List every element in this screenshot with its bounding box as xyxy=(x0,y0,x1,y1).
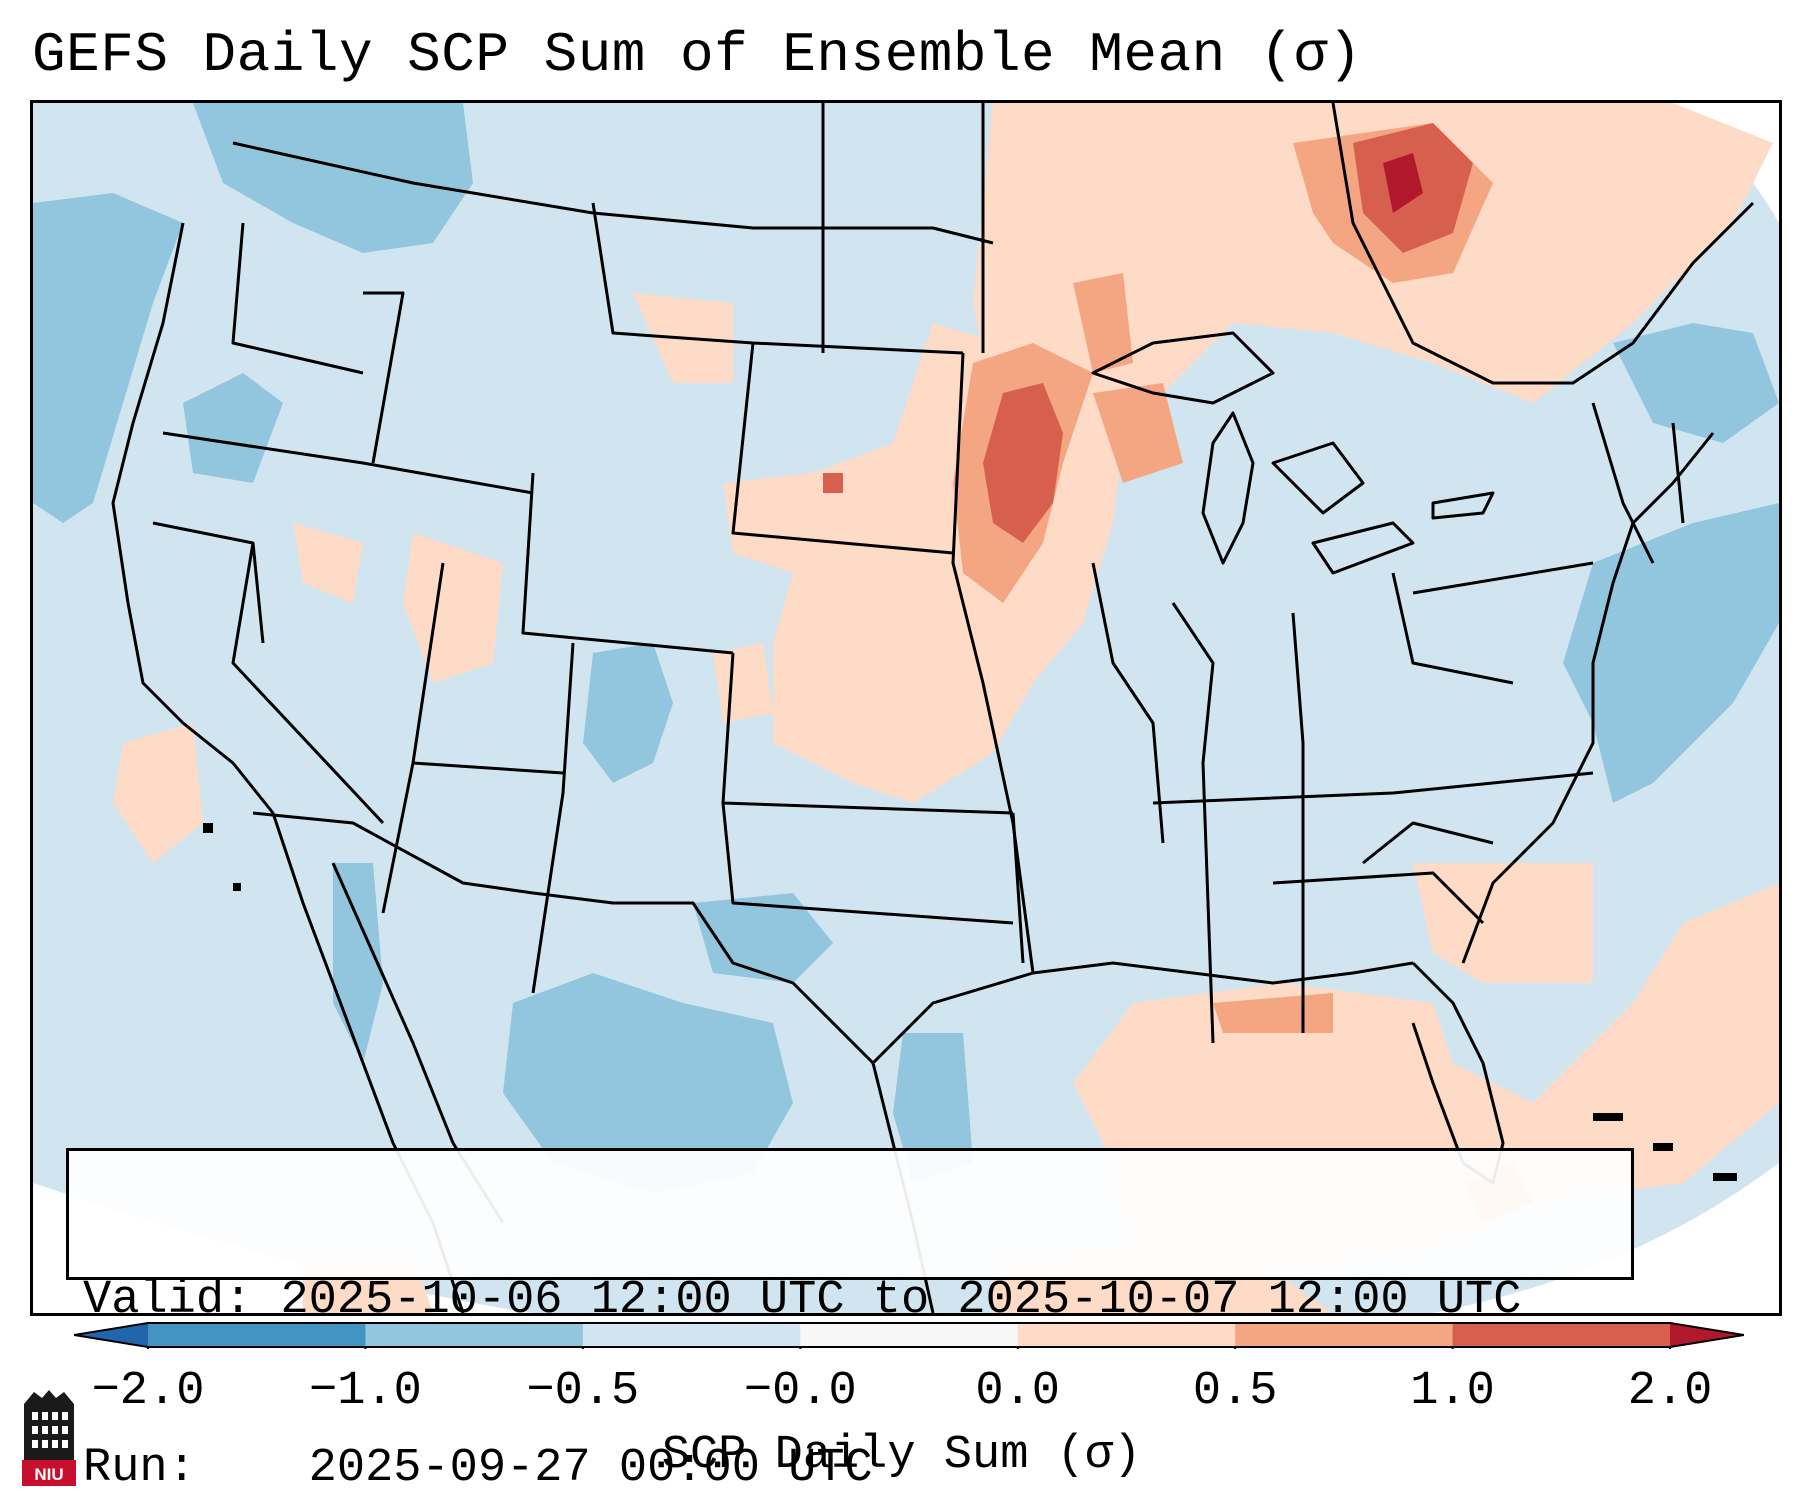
chart-title: GEFS Daily SCP Sum of Ensemble Mean (σ) xyxy=(32,23,1363,87)
colorbar-tick-label: −2.0 xyxy=(91,1365,205,1418)
colorbar-tick-label: −0.0 xyxy=(743,1365,857,1418)
lake-erie xyxy=(1311,521,1415,575)
st-lawrence-border xyxy=(1381,201,1755,385)
idaho-positive xyxy=(293,523,363,603)
colorbar-outline xyxy=(74,1322,1744,1348)
run-label: Run: xyxy=(83,1442,196,1495)
pacific-coastline xyxy=(111,222,275,814)
projection-edge-left xyxy=(33,1183,533,1313)
colorado-negative xyxy=(583,643,673,783)
island-1 xyxy=(1593,1113,1623,1121)
ohio-wv-line xyxy=(1391,572,1514,685)
washington-negative xyxy=(193,103,473,253)
pacific-northwest-negative xyxy=(33,193,183,523)
minnesota-strong xyxy=(983,383,1063,543)
arizona-west-line xyxy=(381,762,415,914)
new-england-negative xyxy=(1613,323,1779,443)
projection-edge-right xyxy=(1433,1163,1779,1313)
canada-us-border xyxy=(232,141,994,245)
colorbar-tick-label: 0.5 xyxy=(1192,1365,1278,1418)
lake-ontario xyxy=(1431,491,1495,520)
run-line: Run: 2025-09-27 00:00 UTC xyxy=(83,1441,1617,1497)
southeast-coast-positive xyxy=(1413,863,1593,983)
colorbar-extend-max xyxy=(1670,1323,1744,1347)
colorbar-extend-min xyxy=(74,1323,148,1347)
lake-superior xyxy=(1091,331,1275,405)
mexico-negative xyxy=(503,973,793,1193)
lake-huron xyxy=(1271,441,1365,515)
minnesota-north-moderate xyxy=(1073,273,1133,373)
map-canvas xyxy=(33,103,1779,1313)
colorado-east-positive xyxy=(713,643,773,723)
colorbar-tick-label: 2.0 xyxy=(1627,1365,1713,1418)
upper-midwest-canada-positive xyxy=(973,103,1773,473)
logo-banner xyxy=(22,1460,76,1486)
colorbar-bin xyxy=(365,1323,584,1347)
gulf-coastline xyxy=(871,961,1414,1065)
valid-line: Valid: 2025-10-06 12:00 UTC to 2025-10-0… xyxy=(83,1273,1617,1329)
colorbar-tick-label: 0.0 xyxy=(975,1365,1061,1418)
colorbar-bin xyxy=(1235,1323,1454,1347)
colorbar-bin xyxy=(800,1323,1019,1347)
montana-south-line xyxy=(591,202,964,355)
niu-logo: NIU xyxy=(22,1390,76,1486)
wisconsin-moderate xyxy=(1093,383,1183,483)
oregon-north-line xyxy=(162,431,534,495)
oklahoma-texas-line xyxy=(721,802,1014,925)
colorbar-bin xyxy=(1452,1323,1671,1347)
south-carolina-line xyxy=(1362,821,1494,865)
colorbar-tick-label: −0.5 xyxy=(526,1365,640,1418)
logo-building-icon xyxy=(24,1390,74,1460)
colorbar xyxy=(74,1322,1744,1349)
atlantic-negative xyxy=(1563,503,1779,803)
ontario-max xyxy=(1383,153,1423,213)
arizona-nm-line xyxy=(531,642,575,994)
new-york-east-line xyxy=(1591,402,1655,564)
valid-value: 2025-10-06 12:00 UTC to 2025-10-07 12:00… xyxy=(280,1274,1522,1327)
island-4 xyxy=(203,823,213,833)
nebraska-strong xyxy=(823,473,843,493)
colorbar-label: SCP Daily Sum (σ) xyxy=(661,1429,1142,1482)
colorbar-bin xyxy=(582,1323,801,1347)
tennessee-nc-line xyxy=(1152,771,1594,805)
ontario-quebec-border xyxy=(1331,103,1385,284)
alabama-georgia-line xyxy=(1291,612,1305,1033)
wyoming-colorado-line xyxy=(521,472,734,655)
colorbar-tick-label: 1.0 xyxy=(1410,1365,1495,1418)
new-england-line xyxy=(1671,422,1685,524)
map-panel xyxy=(30,100,1782,1316)
west-texas-negative xyxy=(693,893,833,983)
pennsylvania-south-line xyxy=(1412,561,1594,595)
run-value: 2025-09-27 00:00 UTC xyxy=(308,1442,873,1495)
mississippi-river xyxy=(1091,562,1165,844)
washington-idaho-line xyxy=(231,222,364,375)
gulf-west-negative xyxy=(893,1033,973,1183)
oregon-negative xyxy=(183,373,283,483)
lake-michigan xyxy=(1201,411,1255,565)
dakotas-line xyxy=(731,342,954,555)
us-mexico-border xyxy=(252,811,875,1065)
arkansas-west-line xyxy=(1011,812,1025,964)
island-3 xyxy=(1713,1173,1737,1181)
atlantic-coastline xyxy=(1461,432,1715,964)
islands xyxy=(203,823,1737,1181)
california-nevada-line xyxy=(231,542,385,825)
valid-info-box: Valid: 2025-10-06 12:00 UTC to 2025-10-0… xyxy=(66,1148,1634,1495)
island-2 xyxy=(1653,1143,1673,1151)
colorbar-bin xyxy=(148,1323,366,1347)
projection-edge-top-right xyxy=(1673,103,1779,223)
island-5 xyxy=(233,883,241,891)
indiana-illinois-line xyxy=(1171,602,1215,1044)
nevada-utah-positive xyxy=(403,533,503,683)
missouri-river-line xyxy=(951,352,1035,974)
idaho-west-line xyxy=(363,291,405,464)
pacific-positive xyxy=(113,723,203,863)
georgia-florida-line xyxy=(1272,871,1485,925)
valid-label: Valid: xyxy=(83,1274,253,1327)
colorbar-tick-label: −1.0 xyxy=(309,1365,422,1418)
colorbar-bin xyxy=(1017,1323,1236,1347)
logo-text: NIU xyxy=(34,1465,63,1484)
